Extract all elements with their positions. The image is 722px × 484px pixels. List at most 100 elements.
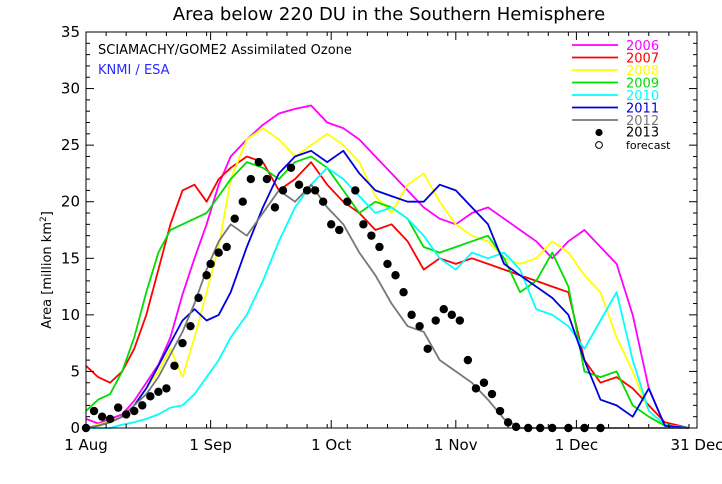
x-tick-label: 1 Aug <box>64 436 108 454</box>
series-2013-point <box>415 321 424 331</box>
series-2013-point <box>511 422 521 432</box>
y-tick-label: 20 <box>61 193 80 211</box>
series-2013-point <box>113 403 123 412</box>
series-2013-point <box>138 401 147 410</box>
series-2013-point <box>302 186 312 195</box>
y-axis-label-close: ] <box>40 211 55 216</box>
series-2013-point <box>214 248 223 257</box>
series-2013-point <box>105 414 115 424</box>
legend-marker-2013 <box>595 128 603 137</box>
y-tick-label: 0 <box>70 419 80 437</box>
x-tick-label: 1 Sep <box>189 436 232 454</box>
series-2013-point <box>97 412 107 421</box>
series-2013-point <box>487 389 497 399</box>
series-2013-point <box>262 174 272 184</box>
series-2013-point <box>495 406 505 416</box>
legend-label-2009: 2009 <box>626 77 659 92</box>
series-2013-point <box>170 361 179 370</box>
series-2013-point <box>121 410 131 419</box>
legend-label-2007: 2007 <box>626 52 659 67</box>
legend-label-2011: 2011 <box>626 102 659 117</box>
series-2013-point <box>202 271 211 280</box>
series-2013-point <box>447 310 456 320</box>
legend-marker-forecast <box>595 141 603 149</box>
series-2013-point <box>471 384 481 393</box>
legend-label-2010: 2010 <box>626 89 659 104</box>
legend-label-forecast: forecast <box>626 139 671 152</box>
series-2013-point <box>310 186 320 195</box>
x-tick-label: 1 Dec <box>555 436 598 454</box>
series-2008-line <box>85 127 690 429</box>
series-2013-point <box>431 316 440 325</box>
series-2013-point <box>154 387 163 396</box>
svg-text:Area [million km2]: Area [million km2] <box>39 211 55 329</box>
y-tick-label: 30 <box>61 80 80 98</box>
legend-label-2006: 2006 <box>626 39 659 54</box>
x-tick-label: 1 Oct <box>311 436 351 454</box>
y-axis-label-sup: 2 <box>39 216 49 222</box>
series-2013-point <box>294 180 304 189</box>
series-2013-point <box>270 203 280 212</box>
series-2013-point <box>439 305 448 314</box>
series-2013-point <box>399 288 408 297</box>
series-2013-point <box>278 186 288 195</box>
series-lines <box>85 104 690 429</box>
y-tick-label: 35 <box>61 23 80 41</box>
series-2013-point <box>222 242 231 252</box>
y-tick-label: 10 <box>61 306 80 324</box>
series-2013-point <box>254 157 264 167</box>
series-2013-point <box>479 378 489 387</box>
series-2013-point <box>455 316 465 325</box>
series-2013-point <box>343 197 352 206</box>
series-2013-point <box>367 231 376 240</box>
series-2013-point <box>383 259 392 269</box>
legend-label-2012: 2012 <box>626 114 659 129</box>
series-2013-point <box>238 197 247 206</box>
chart-title: Area below 220 DU in the Southern Hemisp… <box>173 4 605 25</box>
series-2009-line <box>85 155 690 429</box>
series-2013-dots <box>81 157 605 433</box>
y-axis-label: Area [million km2] <box>39 211 55 329</box>
y-axis-label-main: Area <box>40 295 55 329</box>
series-2013-point <box>407 310 416 320</box>
series-2013-point <box>359 220 368 229</box>
series-2013-point <box>246 174 256 184</box>
plot-frame <box>85 31 698 429</box>
series-2013-point <box>318 197 328 206</box>
series-2013-point <box>391 271 400 280</box>
legend-label-2008: 2008 <box>626 64 659 79</box>
series-2013-point <box>423 344 432 353</box>
series-2013-point <box>194 293 203 303</box>
series-2011-line <box>85 149 690 429</box>
y-tick-label: 15 <box>61 249 80 267</box>
series-2013-point <box>503 418 513 427</box>
series-2013-point <box>335 225 344 235</box>
series-2006-line <box>85 104 690 429</box>
series-2013-point <box>162 384 171 393</box>
series-2013-point <box>186 321 195 331</box>
series-2007-line <box>85 155 690 429</box>
x-tick-label: 1 Nov <box>434 436 478 454</box>
series-2013-point <box>286 163 296 172</box>
series-2013-point <box>89 406 99 416</box>
series-2013-point <box>327 220 336 229</box>
series-2013-point <box>206 259 215 269</box>
series-2010-line <box>86 166 690 429</box>
series-2013-point <box>230 214 239 223</box>
series-2013-point <box>146 392 155 401</box>
series-2012-line <box>85 183 689 429</box>
legend-label-2013: 2013 <box>626 126 659 141</box>
series-2013-point <box>375 242 384 252</box>
series-2013-point <box>130 406 139 416</box>
series-2013-point <box>463 355 473 365</box>
y-tick-label: 25 <box>61 136 80 154</box>
annotation-source: SCIAMACHY/GOME2 Assimilated Ozone <box>98 43 352 58</box>
series-2013-point <box>178 338 187 348</box>
x-tick-label: 31 Dec <box>671 436 722 454</box>
axes: 0 5 10 15 20 25 30 35 1 Aug 1 Sep 1 Oct 1 Nov 1 Dec 3… <box>61 23 722 454</box>
series-2013-point <box>351 186 360 195</box>
y-tick-label: 5 <box>70 362 80 380</box>
y-axis-label-unit: [million km <box>40 222 55 295</box>
